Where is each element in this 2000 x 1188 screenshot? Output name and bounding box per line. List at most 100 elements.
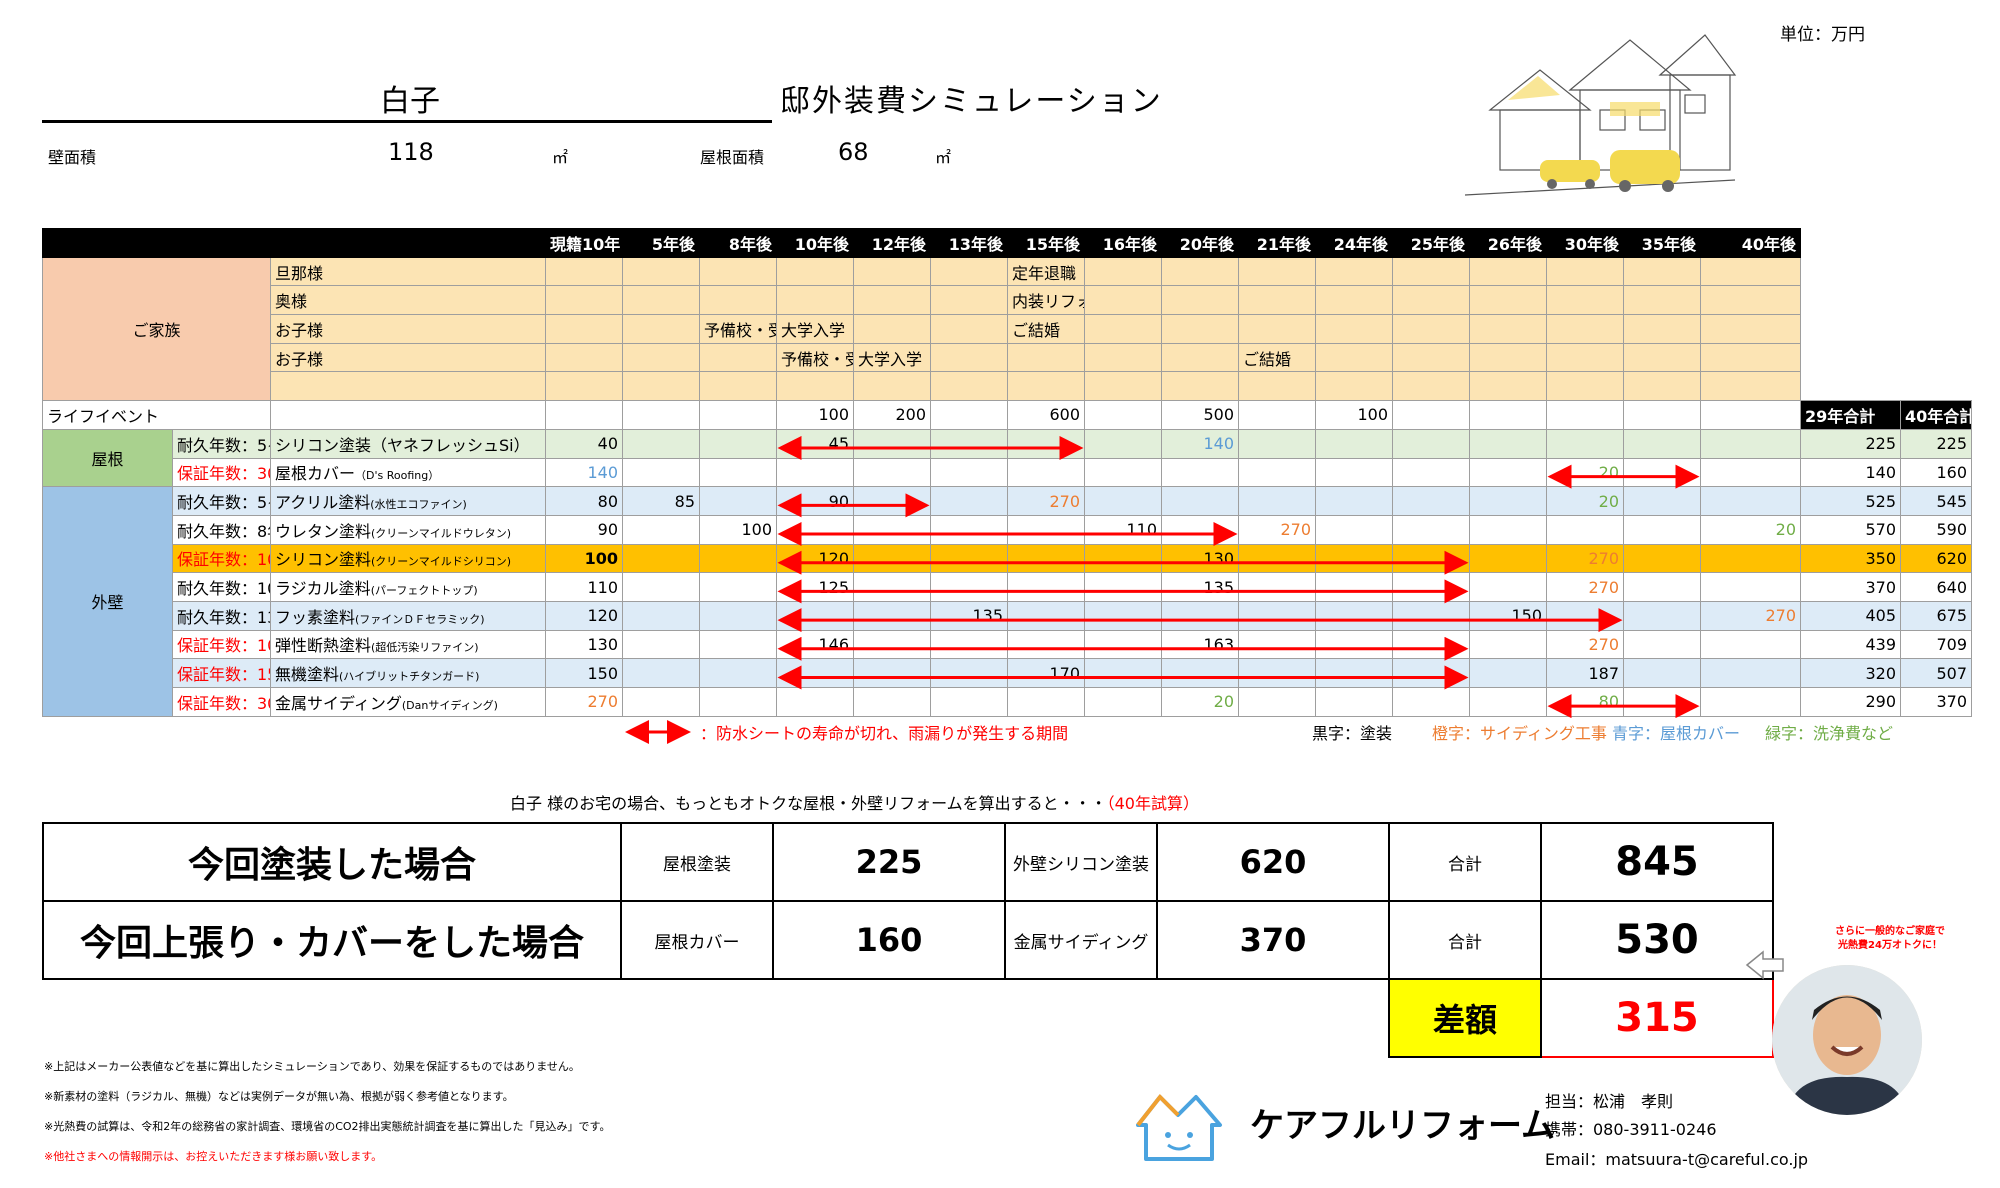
total-29: 290 <box>1800 687 1901 717</box>
value-cell <box>1315 600 1393 631</box>
event-cell <box>545 285 623 316</box>
value-cell <box>1700 572 1801 602</box>
life-event-cell <box>1238 400 1316 430</box>
family-row: 奥様 内装リフォーム <box>43 285 1972 316</box>
staff-email[interactable]: Email：matsuura-t@careful.co.jp <box>1545 1150 1809 1169</box>
event-cell <box>1238 371 1316 402</box>
product-name-cell: 屋根カバー（D's Roofing） <box>270 457 546 488</box>
total-40: 640 <box>1900 572 1972 602</box>
event-cell <box>622 314 700 344</box>
col-header: 5年後 <box>622 228 700 258</box>
paint-item2: 外壁シリコン塗装 <box>1004 822 1158 902</box>
product-name: シリコン塗料 <box>275 550 372 570</box>
life-event-cell: 100 <box>1315 400 1393 430</box>
total-29: 570 <box>1800 514 1901 545</box>
event-cell <box>1700 256 1801 287</box>
value-cell <box>776 457 854 488</box>
total-40: 590 <box>1900 514 1972 545</box>
value-cell <box>1469 457 1547 488</box>
value-cell <box>622 543 700 574</box>
value-cell <box>930 629 1008 660</box>
product-name-cell: 弾性断熱塗料(超低汚染リファイン) <box>270 629 546 660</box>
staff-name: 担当：松浦 孝則 <box>1545 1092 1674 1111</box>
value-cell <box>1238 629 1316 660</box>
arrow-left-icon <box>1745 950 1784 980</box>
value-cell <box>930 514 1008 545</box>
col-header: 12年後 <box>853 228 931 258</box>
life-event-blank <box>270 400 546 430</box>
event-cell <box>1392 256 1470 287</box>
summary-row-paint: 今回塗装した場合 屋根塗装 225 外壁シリコン塗装 620 合計 845 <box>42 822 1774 902</box>
event-cell <box>1546 285 1624 316</box>
total-40: 507 <box>1900 658 1972 688</box>
value-cell <box>622 600 700 631</box>
value-cell <box>853 428 931 459</box>
value-cell <box>1238 457 1316 488</box>
product-name: シリコン塗装（ヤネフレッシュSi） <box>275 435 530 455</box>
cover-total: 530 <box>1540 900 1774 980</box>
value-cell <box>1084 600 1162 631</box>
event-cell <box>699 285 777 316</box>
total-40: 709 <box>1900 629 1972 660</box>
col-header: 26年後 <box>1469 228 1547 258</box>
event-cell <box>930 342 1008 373</box>
unit-label: 単位：万円 <box>1780 25 1865 45</box>
life-event-cell <box>1392 400 1470 430</box>
wall-group-label: 外壁 <box>42 486 173 717</box>
family-row <box>43 371 1972 402</box>
value-cell <box>1700 629 1801 660</box>
value-cell <box>1315 486 1393 516</box>
value-cell <box>1392 629 1470 660</box>
note-3: ※光熱費の試算は、令和2年の総務省の家計調査、環境省のCO2排出実態統計調査を基… <box>44 1120 611 1133</box>
value-cell <box>1469 687 1547 717</box>
value-cell <box>1315 428 1393 459</box>
spec-cell: 保証年数：30年 <box>172 687 271 717</box>
value-cell <box>853 486 931 516</box>
event-cell <box>622 371 700 402</box>
value-cell <box>1546 514 1624 545</box>
event-cell <box>776 371 854 402</box>
cover-val2: 370 <box>1156 900 1390 980</box>
value-cell <box>1392 514 1470 545</box>
value-cell <box>1161 457 1239 488</box>
life-event-cell <box>699 400 777 430</box>
value-cell <box>1546 428 1624 459</box>
event-cell <box>1315 314 1393 344</box>
life-event-cell <box>1700 400 1801 430</box>
value-cell <box>1315 658 1393 688</box>
product-row: 耐久年数：8年ウレタン塗料(クリーンマイルドウレタン)9010011027020… <box>43 514 1972 545</box>
total-29: 320 <box>1800 658 1901 688</box>
event-cell <box>622 256 700 287</box>
company-logo-icon <box>1136 1093 1222 1161</box>
value-cell: 90 <box>776 486 854 516</box>
event-cell <box>1238 314 1316 344</box>
value-cell <box>622 658 700 688</box>
value-cell: 270 <box>1546 572 1624 602</box>
paint-case-label: 今回塗装した場合 <box>42 822 622 902</box>
value-cell <box>1392 658 1470 688</box>
life-event-cell <box>930 400 1008 430</box>
event-cell <box>1623 285 1701 316</box>
note-4: ※他社さまへの情報開示は、お控えいただきます様お願い致します。 <box>44 1150 383 1163</box>
product-name: 弾性断熱塗料 <box>275 636 372 656</box>
paint-item1: 屋根塗装 <box>620 822 774 902</box>
col-header: 21年後 <box>1238 228 1316 258</box>
value-cell: 140 <box>545 457 623 488</box>
value-cell <box>1700 457 1801 488</box>
value-cell: 146 <box>776 629 854 660</box>
paint-total-label: 合計 <box>1388 822 1542 902</box>
value-cell <box>853 572 931 602</box>
col-header: 30年後 <box>1546 228 1624 258</box>
product-name-cell: 無機塗料(ハイブリットチタンガード) <box>270 658 546 688</box>
event-cell <box>545 342 623 373</box>
event-cell <box>1469 256 1547 287</box>
simulation-table: 現籍10年 5年後 8年後 10年後 12年後 13年後 15年後 16年後 2… <box>42 228 1972 717</box>
life-event-cell <box>545 400 623 430</box>
event-cell: 大学入学 <box>776 314 854 344</box>
value-cell <box>1623 486 1701 516</box>
event-cell <box>622 342 700 373</box>
value-cell <box>622 457 700 488</box>
col-header: 現籍10年 <box>545 228 623 258</box>
col-header: 15年後 <box>1007 228 1085 258</box>
value-cell: 20 <box>1161 687 1239 717</box>
